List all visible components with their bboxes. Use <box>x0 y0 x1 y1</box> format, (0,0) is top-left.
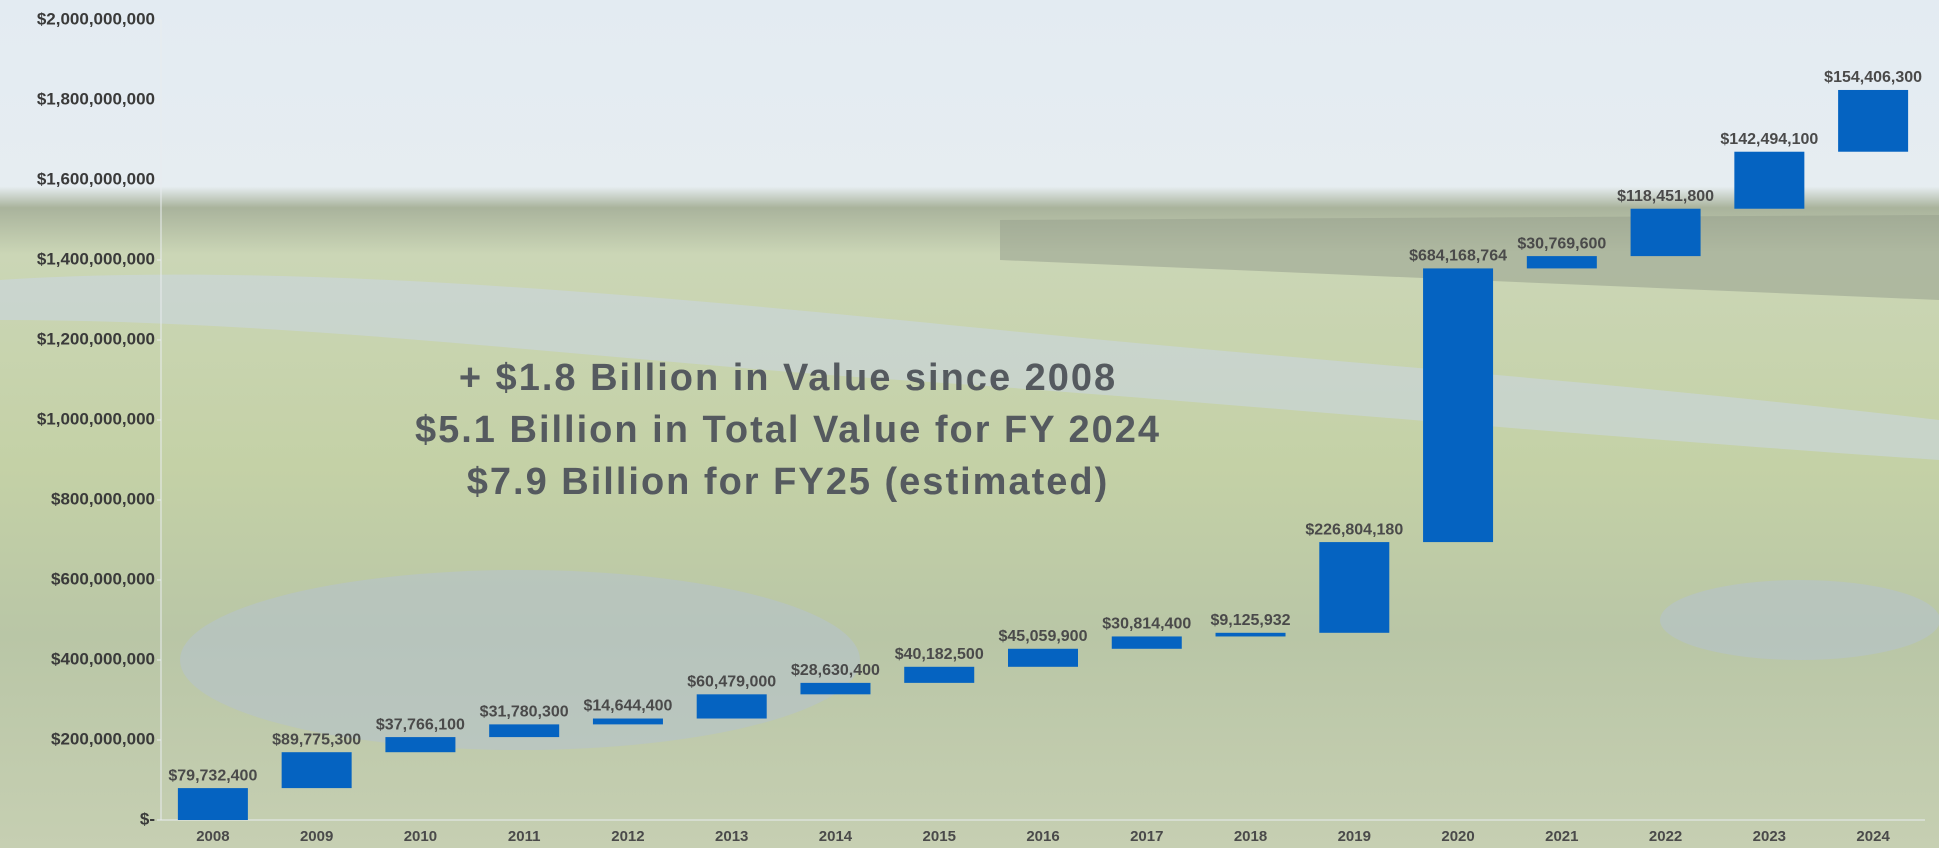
bar <box>592 718 663 725</box>
bar <box>1838 89 1909 152</box>
y-tick-label: $800,000,000 <box>51 489 155 508</box>
y-tick-label: $1,000,000,000 <box>37 409 155 428</box>
y-tick-label: $1,800,000,000 <box>37 89 155 108</box>
bar <box>281 752 352 789</box>
bar <box>1630 208 1701 257</box>
data-label: $9,125,932 <box>1210 612 1290 629</box>
y-tick-label: $1,400,000,000 <box>37 249 155 268</box>
data-label: $31,780,300 <box>480 704 569 721</box>
background-pond <box>180 570 860 750</box>
data-label: $60,479,000 <box>687 674 776 691</box>
background-pond <box>1660 580 1939 660</box>
bar <box>1319 542 1390 633</box>
data-label: $142,494,100 <box>1720 131 1818 148</box>
bar <box>489 724 560 738</box>
y-tick-label: $400,000,000 <box>51 649 155 668</box>
bar <box>800 682 871 695</box>
data-label: $30,769,600 <box>1517 235 1606 252</box>
x-tick-label: 2014 <box>819 828 853 845</box>
x-tick-label: 2024 <box>1856 828 1890 845</box>
bar <box>1734 151 1805 209</box>
y-tick-label: $1,200,000,000 <box>37 329 155 348</box>
x-tick-label: 2010 <box>404 828 437 845</box>
x-tick-label: 2017 <box>1130 828 1163 845</box>
data-label: $118,451,800 <box>1617 188 1714 205</box>
data-label: $684,168,764 <box>1409 248 1507 265</box>
y-tick-label: $1,600,000,000 <box>37 169 155 188</box>
x-tick-label: 2011 <box>508 828 541 845</box>
data-label: $14,644,400 <box>583 698 672 715</box>
bar <box>1215 632 1286 637</box>
data-label: $79,732,400 <box>168 767 257 784</box>
annotation: $5.1 Billion in Total Value for FY 2024 <box>415 409 1161 451</box>
x-tick-label: 2009 <box>300 828 333 845</box>
x-tick-label: 2018 <box>1234 828 1267 845</box>
x-tick-label: 2013 <box>715 828 748 845</box>
bar <box>1111 636 1182 649</box>
y-tick-label: $2,000,000,000 <box>37 9 155 28</box>
data-label: $154,406,300 <box>1824 69 1922 86</box>
x-tick-label: 2008 <box>196 828 229 845</box>
bar <box>904 666 975 683</box>
data-label: $40,182,500 <box>895 646 984 663</box>
bar <box>696 694 767 719</box>
y-tick-label: $- <box>140 809 155 828</box>
data-label: $37,766,100 <box>376 716 465 733</box>
x-tick-label: 2015 <box>923 828 956 845</box>
data-label: $30,814,400 <box>1102 616 1191 633</box>
y-tick-label: $200,000,000 <box>51 729 155 748</box>
bar <box>1423 268 1494 543</box>
bar <box>1526 256 1597 269</box>
bar <box>385 737 456 753</box>
background-forest <box>1000 215 1939 300</box>
x-tick-label: 2016 <box>1026 828 1059 845</box>
x-tick-label: 2021 <box>1545 828 1578 845</box>
data-label: $226,804,180 <box>1305 521 1403 538</box>
x-tick-label: 2019 <box>1338 828 1371 845</box>
data-label: $89,775,300 <box>272 731 361 748</box>
data-label: $45,059,900 <box>999 628 1088 645</box>
annotation: $7.9 Billion for FY25 (estimated) <box>467 461 1109 503</box>
annotation: + $1.8 Billion in Value since 2008 <box>459 357 1117 399</box>
bar <box>177 788 248 820</box>
x-tick-label: 2012 <box>611 828 644 845</box>
bar <box>1008 648 1078 667</box>
x-tick-label: 2023 <box>1753 828 1786 845</box>
data-label: $28,630,400 <box>791 662 880 679</box>
y-tick-label: $600,000,000 <box>51 569 155 588</box>
x-tick-label: 2022 <box>1649 828 1682 845</box>
x-tick-label: 2020 <box>1441 828 1474 845</box>
